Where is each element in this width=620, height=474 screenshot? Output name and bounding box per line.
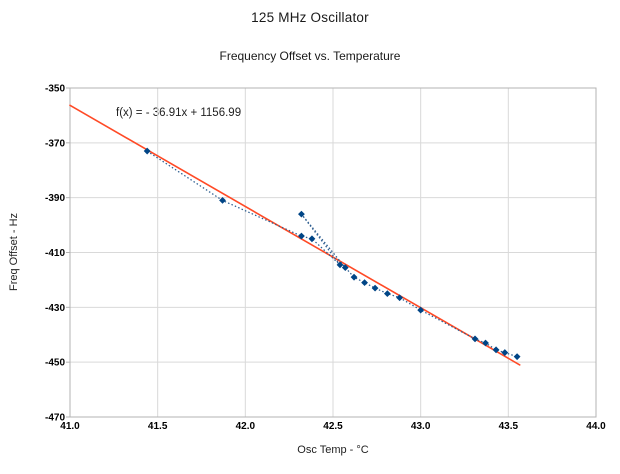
data-point (298, 232, 305, 240)
x-tick-label: 44.0 (586, 421, 606, 432)
data-point (501, 349, 509, 356)
y-tick-label: -470 (45, 413, 65, 424)
chart-subtitle: Frequency Offset vs. Temperature (219, 49, 401, 63)
x-tick-label: 42.5 (323, 421, 343, 432)
data-point (298, 210, 305, 218)
x-tick-label: 42.0 (236, 421, 256, 432)
data-point (143, 147, 151, 155)
y-tick-label: -430 (45, 303, 65, 314)
y-tick-label: -350 (45, 84, 65, 95)
data-point (361, 279, 368, 287)
plot-frame (69, 87, 597, 418)
x-tick-label: 41.0 (60, 421, 80, 432)
data-point (383, 290, 391, 298)
trendline-equation: f(x) = - 36.91x + 1156.99 (116, 107, 242, 119)
data-point (219, 197, 226, 204)
x-tick-label: 43.5 (499, 421, 519, 432)
data-point (492, 346, 500, 354)
data-point (341, 264, 349, 271)
data-point (417, 306, 425, 314)
y-tick-label: -450 (45, 358, 65, 369)
data-point (482, 339, 489, 347)
x-tick-label: 43.0 (411, 421, 431, 432)
chart-title: 125 MHz Oscillator (251, 10, 369, 25)
x-axis-title: Osc Temp - °C (297, 444, 369, 456)
data-point (336, 261, 344, 269)
data-point (396, 294, 404, 302)
y-tick-label: -410 (45, 248, 65, 259)
data-point (513, 353, 521, 361)
y-tick-label: -370 (45, 138, 65, 149)
trend-line (69, 104, 521, 366)
x-tick-label: 41.5 (148, 421, 168, 432)
data-point (471, 335, 479, 343)
y-tick-label: -390 (45, 193, 65, 204)
data-point (308, 235, 316, 243)
data-point (371, 284, 379, 292)
data-point (350, 273, 358, 281)
